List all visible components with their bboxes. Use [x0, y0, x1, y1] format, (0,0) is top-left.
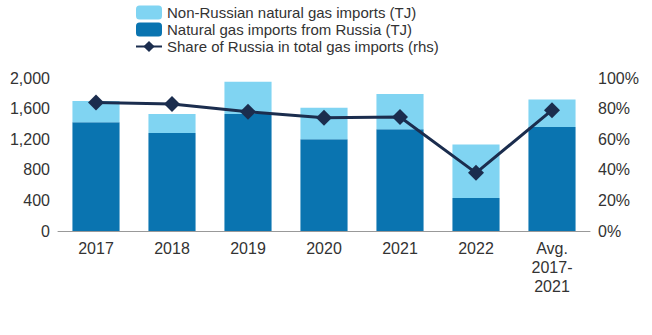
svg-text:Natural gas imports from Russi: Natural gas imports from Russia (TJ)	[167, 21, 412, 38]
svg-text:1,600: 1,600	[10, 100, 50, 117]
svg-text:2017-: 2017-	[532, 259, 573, 276]
svg-text:1,200: 1,200	[10, 131, 50, 148]
svg-text:100%: 100%	[598, 70, 639, 87]
svg-text:80%: 80%	[598, 100, 630, 117]
svg-text:2021: 2021	[382, 240, 418, 257]
svg-text:2,000: 2,000	[10, 70, 50, 87]
svg-text:0: 0	[41, 223, 50, 240]
svg-text:2018: 2018	[154, 240, 190, 257]
svg-text:2019: 2019	[230, 240, 266, 257]
svg-text:400: 400	[23, 192, 50, 209]
svg-text:60%: 60%	[598, 131, 630, 148]
svg-text:2020: 2020	[306, 240, 342, 257]
svg-text:2022: 2022	[458, 240, 494, 257]
svg-text:Share of Russia in total gas i: Share of Russia in total gas imports (rh…	[167, 38, 439, 55]
svg-text:40%: 40%	[598, 161, 630, 178]
svg-text:800: 800	[23, 161, 50, 178]
svg-text:20%: 20%	[598, 192, 630, 209]
svg-text:2017: 2017	[78, 240, 114, 257]
svg-text:2021: 2021	[534, 278, 570, 295]
svg-text:0%: 0%	[598, 223, 621, 240]
svg-text:Avg.: Avg.	[536, 240, 568, 257]
svg-text:Non-Russian natural gas import: Non-Russian natural gas imports (TJ)	[167, 4, 416, 21]
